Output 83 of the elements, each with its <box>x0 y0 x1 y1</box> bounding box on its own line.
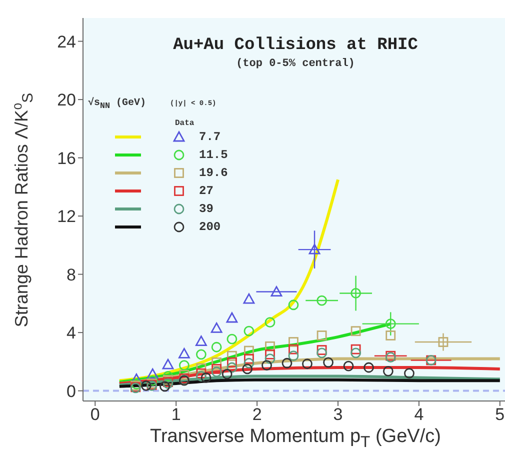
point <box>438 337 448 347</box>
y-tick-label: 0 <box>66 382 76 401</box>
text: Au+Au Collisions at RHIC <box>172 36 419 55</box>
y-tick-label: 24 <box>57 32 76 52</box>
point <box>316 295 328 306</box>
point <box>212 364 222 374</box>
point <box>227 357 237 368</box>
point <box>195 336 207 346</box>
point <box>288 344 298 354</box>
point <box>200 372 212 383</box>
point <box>222 368 232 380</box>
point <box>316 330 327 340</box>
point <box>162 371 174 382</box>
legend-title: √s$_{NN}$ (GeV) <box>88 98 146 111</box>
legend-label: 39 <box>199 202 214 216</box>
point <box>211 342 222 352</box>
x-tick-label: 2 <box>252 405 262 424</box>
point <box>265 349 275 360</box>
point <box>178 348 190 358</box>
point <box>242 364 253 374</box>
x-tick-label: 0 <box>90 405 100 424</box>
point <box>288 350 299 362</box>
annotation: Data <box>175 119 196 128</box>
point <box>262 360 272 371</box>
point <box>264 317 276 328</box>
point <box>226 334 238 344</box>
point <box>226 312 238 323</box>
point <box>178 360 190 371</box>
point <box>226 362 238 373</box>
point <box>282 358 292 368</box>
point <box>265 341 275 352</box>
text: (top 0-5% central) <box>235 58 356 70</box>
x-tick-label: 3 <box>333 405 343 424</box>
point <box>160 381 170 392</box>
point <box>385 318 396 330</box>
x-tick-label: 1 <box>171 405 181 424</box>
point <box>308 244 320 254</box>
point <box>140 380 152 391</box>
point <box>382 366 394 376</box>
point <box>244 354 254 364</box>
point <box>243 293 255 304</box>
point <box>270 286 282 296</box>
point <box>196 349 206 360</box>
point <box>147 375 158 386</box>
point <box>196 371 206 382</box>
point <box>212 357 222 368</box>
point <box>264 354 276 364</box>
point <box>196 368 206 378</box>
y-tick-label: 12 <box>57 207 76 226</box>
point <box>162 358 174 370</box>
point <box>288 337 298 347</box>
point <box>316 348 328 358</box>
point <box>302 358 312 370</box>
legend-label: 11.5 <box>199 148 228 162</box>
point <box>404 368 414 379</box>
point <box>350 288 362 298</box>
legend-label: 200 <box>199 220 221 234</box>
point <box>146 368 158 379</box>
x-tick-label: 4 <box>414 405 424 424</box>
point <box>210 322 222 333</box>
y-tick-label: 16 <box>57 148 76 168</box>
point <box>244 326 254 336</box>
point <box>211 366 222 378</box>
point <box>244 358 254 368</box>
y-tick-label: 8 <box>66 265 76 284</box>
legend-label: 7.7 <box>199 130 221 144</box>
point <box>343 360 354 372</box>
point <box>288 300 299 310</box>
point <box>386 330 396 340</box>
point <box>350 326 361 336</box>
legend-label: 27 <box>199 184 214 198</box>
point <box>350 348 362 358</box>
point <box>244 346 254 356</box>
point <box>227 350 237 361</box>
point <box>316 345 327 355</box>
point <box>364 362 374 373</box>
point <box>323 357 334 368</box>
y-tick-label: 20 <box>57 90 76 110</box>
x-axis-title: Transverse Momentum p$_{T}$ (GeV/c) <box>149 426 442 451</box>
y-tick-label: 4 <box>66 324 76 343</box>
legend-label: 19.6 <box>199 166 228 180</box>
x-tick-label: 5 <box>495 405 505 424</box>
point <box>350 344 361 354</box>
